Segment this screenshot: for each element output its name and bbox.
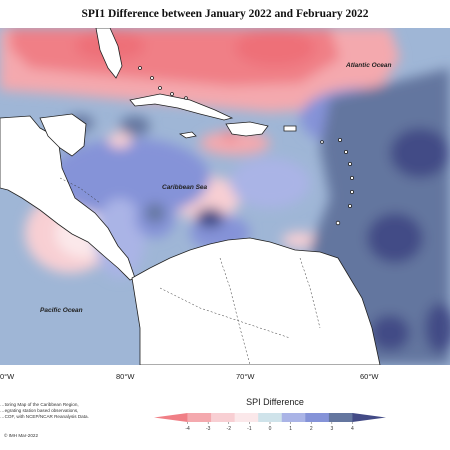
legend-swatch — [328, 413, 353, 422]
longitude-label: 0°W — [0, 372, 15, 381]
hispaniola — [225, 121, 269, 137]
jamaica — [178, 131, 197, 139]
caption-line: …toring Map of the Caribbean Region, — [0, 402, 79, 407]
spi-map — [0, 28, 450, 365]
legend-swatch — [258, 413, 283, 422]
legend-tick-label: 3 — [330, 426, 333, 432]
legend-swatch — [154, 413, 188, 422]
legend-tick-label: -1 — [247, 426, 252, 432]
color-legend: -4 -3 -2 -1 0 1 2 3 4 — [154, 413, 386, 432]
pacific-ocean-label: Pacific Ocean — [40, 307, 83, 314]
longitude-label: 70°W — [236, 372, 255, 381]
copyright-text: © IMH Mar-2022 — [4, 433, 39, 438]
legend-tick-label: 0 — [269, 426, 272, 432]
florida — [95, 28, 123, 79]
cuba — [129, 93, 234, 121]
atlantic-ocean-label: Atlantic Ocean — [346, 62, 392, 69]
legend-tick-label: -3 — [206, 426, 211, 432]
legend-swatch — [234, 413, 259, 422]
legend-tick-label: 1 — [289, 426, 292, 432]
longitude-label: 80°W — [116, 372, 135, 381]
map-title: SPI1 Difference between January 2022 and… — [81, 8, 369, 20]
yucatan — [39, 113, 87, 157]
legend-tick-label: 2 — [310, 426, 313, 432]
legend-swatch — [281, 413, 306, 422]
south-america — [131, 237, 381, 365]
legend-swatch — [305, 413, 330, 422]
legend-swatch — [211, 413, 235, 422]
legend-swatch — [352, 413, 386, 422]
legend-tick-label: -2 — [227, 426, 232, 432]
caption-line: …egrating station based observations, — [0, 408, 79, 413]
legend-swatch — [187, 413, 212, 422]
legend-title: SPI Difference — [246, 397, 304, 407]
puerto-rico — [283, 125, 297, 132]
caption-line: …COF, with NCEP/NCAR Reanalysis Data. — [0, 414, 89, 419]
land-masses — [0, 28, 381, 365]
map-caption: …toring Map of the Caribbean Region, …eg… — [0, 402, 118, 420]
longitude-label: 60°W — [360, 372, 379, 381]
country-borders — [59, 177, 321, 365]
map-canvas — [0, 28, 450, 365]
legend-tick-label: 4 — [351, 426, 354, 432]
caribbean-sea-label: Caribbean Sea — [162, 184, 208, 191]
legend-tick-label: -4 — [185, 426, 190, 432]
